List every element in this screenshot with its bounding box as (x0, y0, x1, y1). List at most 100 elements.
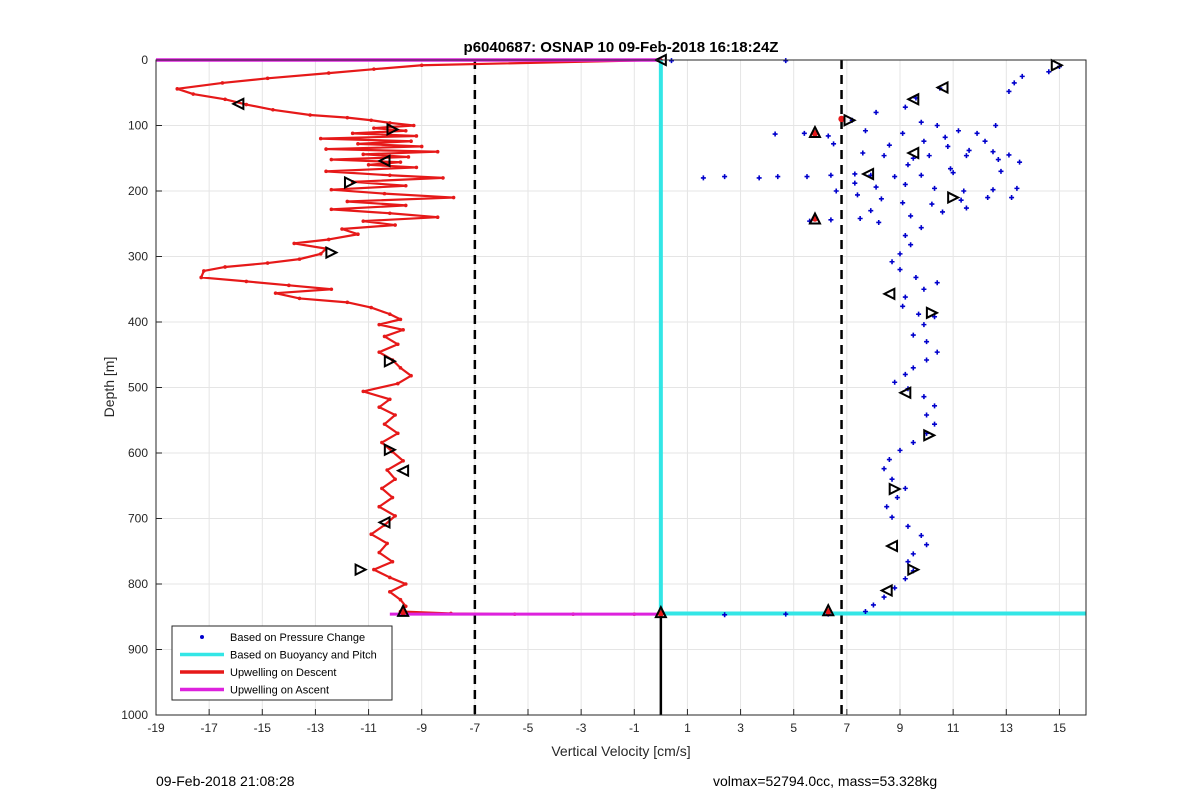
plot-area-frame (155, 59, 1087, 716)
descent-point (401, 459, 405, 463)
pressure-change-point (892, 379, 898, 385)
direction-marker (377, 154, 391, 168)
pressure-change-point (947, 166, 953, 172)
pressure-change-point (700, 175, 706, 181)
y-tick-label: 700 (128, 512, 148, 526)
y-axis-label: Depth [m] (101, 357, 117, 418)
descent-point (409, 139, 413, 144)
y-tick-label: 900 (128, 643, 148, 657)
descent-point (345, 300, 350, 305)
descent-point (329, 157, 334, 162)
direction-marker (888, 482, 902, 496)
pressure-change-point (902, 576, 908, 582)
pressure-change-point (940, 209, 946, 215)
descent-point (292, 241, 296, 246)
descent-point (369, 118, 374, 123)
pressure-change-point (918, 533, 924, 539)
descent-point (377, 350, 382, 354)
descent-point (199, 275, 203, 280)
descent-point (414, 165, 419, 170)
pressure-change-point (932, 185, 938, 191)
descent-point (380, 440, 384, 445)
pressure-change-point (881, 594, 887, 600)
descent-point (393, 413, 397, 417)
direction-marker (231, 97, 245, 111)
footer-timestamp: 09-Feb-2018 21:08:28 (156, 773, 295, 789)
direction-marker (377, 515, 391, 530)
pressure-change-point (854, 192, 860, 198)
legend-label: Based on Buoyancy and Pitch (230, 650, 377, 662)
direction-marker (396, 603, 410, 617)
pressure-change-point (876, 219, 882, 225)
pressure-change-point (833, 188, 839, 194)
descent-point (271, 107, 275, 112)
descent-point (441, 176, 445, 180)
x-tick-label: 13 (1000, 721, 1014, 735)
pressure-change-point (934, 349, 940, 355)
x-tick-label: -17 (200, 721, 218, 735)
pressure-change-point (873, 184, 879, 190)
descent-point (419, 144, 424, 149)
pressure-change-point (918, 172, 924, 178)
pressure-change-point (828, 217, 834, 223)
direction-marker (935, 80, 949, 95)
descent-point (361, 389, 366, 394)
pressure-change-point (825, 133, 831, 139)
direction-marker (898, 386, 912, 400)
x-tick-label: -1 (629, 721, 640, 735)
direction-marker (386, 122, 400, 137)
pressure-change-point (945, 143, 951, 149)
direction-marker (808, 124, 822, 139)
pressure-change-point (886, 142, 892, 148)
x-tick-label: -13 (307, 721, 325, 735)
pressure-change-point (862, 609, 868, 615)
pressure-change-point (894, 495, 900, 501)
y-tick-label: 500 (128, 381, 148, 395)
direction-marker (906, 146, 920, 160)
pressure-change-point (990, 149, 996, 155)
descent-point (202, 269, 206, 273)
direction-marker (882, 287, 896, 301)
pressure-change-point (921, 286, 927, 292)
y-tick-label: 0 (141, 53, 148, 67)
descent-point (329, 207, 334, 212)
pressure-change-point (934, 280, 940, 286)
pressure-change-point (900, 130, 906, 136)
descent-point (388, 121, 392, 125)
pressure-change-point (916, 311, 922, 317)
legend: Based on Pressure Change Based on Buoyanc… (171, 625, 393, 701)
x-axis-label: Vertical Velocity [cm/s] (551, 743, 690, 759)
pressure-change-point (862, 128, 868, 134)
pressure-change-point (902, 104, 908, 110)
descent-point (244, 279, 249, 284)
pressure-change-point (857, 216, 863, 222)
descent-point (380, 486, 384, 491)
pressure-change-point (902, 294, 908, 300)
pressure-change-point (963, 153, 969, 159)
descent-point (372, 67, 376, 71)
descent-point (377, 405, 382, 409)
pressure-change-point (775, 174, 781, 180)
descent-point (409, 373, 413, 378)
pressure-change-point (870, 602, 876, 608)
direction-marker (860, 167, 875, 181)
x-tick-label: -11 (360, 721, 377, 735)
direction-marker (907, 562, 921, 577)
pressure-change-point (897, 251, 903, 257)
pressure-change-point (889, 514, 895, 520)
x-tick-label: 9 (897, 721, 904, 735)
direction-marker (923, 428, 937, 442)
y-tick-label: 200 (128, 184, 148, 198)
x-tick-label: 11 (947, 721, 960, 735)
pressure-change-point (897, 267, 903, 273)
descent-point (406, 155, 411, 159)
pressure-change-point (910, 332, 916, 338)
descent-point (388, 211, 392, 216)
descent-point (244, 102, 249, 107)
pressure-change-point (963, 205, 969, 211)
descent-point (220, 81, 225, 85)
descent-point (393, 223, 397, 227)
descent-point (396, 431, 400, 436)
descent-point (223, 265, 227, 269)
